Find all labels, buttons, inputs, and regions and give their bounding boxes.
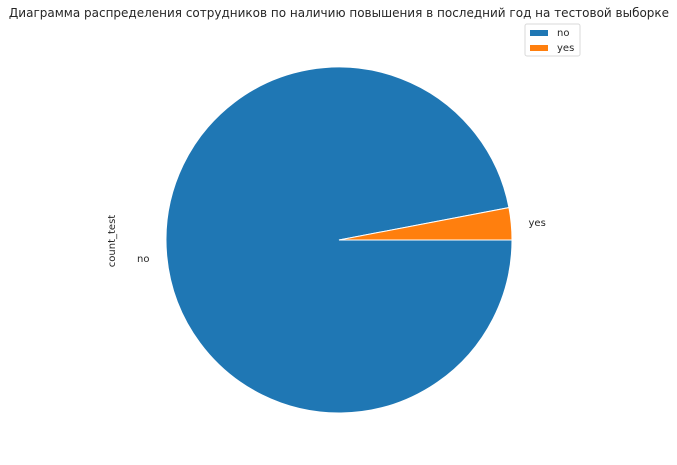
legend: no yes bbox=[524, 23, 581, 57]
slice-label-no: no bbox=[137, 254, 149, 265]
legend-swatch-yes bbox=[530, 45, 548, 51]
pie-slices bbox=[165, 66, 513, 414]
pie-slice-labels: no yes bbox=[137, 218, 546, 265]
chart-title: Диаграмма распределения сотрудников по н… bbox=[9, 6, 669, 20]
legend-label-yes: yes bbox=[557, 43, 574, 54]
legend-label-no: no bbox=[557, 28, 569, 39]
y-axis-label: count_test bbox=[107, 215, 118, 267]
pie-slice-yes bbox=[338, 206, 513, 241]
slice-label-yes: yes bbox=[529, 218, 546, 229]
legend-swatch-no bbox=[530, 30, 548, 36]
